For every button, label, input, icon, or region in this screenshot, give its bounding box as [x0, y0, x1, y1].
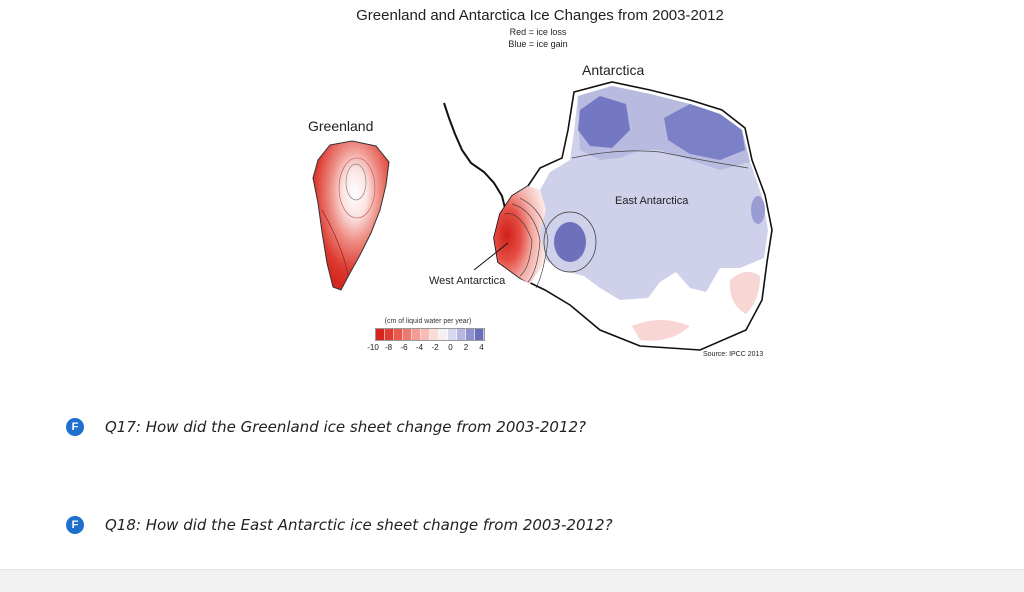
legend-swatch: [412, 329, 421, 340]
legend-unit: (cm of liquid water per year): [384, 318, 472, 325]
legend-color-bar: [375, 328, 485, 341]
antarctic-peninsula: [443, 102, 507, 213]
legend-note-blue: Blue = ice gain: [508, 39, 568, 49]
question-18: F Q18: How did the East Antarctic ice sh…: [66, 516, 613, 534]
flag-badge[interactable]: F: [66, 516, 84, 534]
legend-swatch: [421, 329, 430, 340]
legend-swatch: [376, 329, 385, 340]
legend-swatch: [403, 329, 412, 340]
legend-ticks: -10 -8 -6 -4 -2 0 2 4: [365, 343, 495, 355]
legend-tick-label: 4: [479, 343, 484, 352]
question-17: F Q17: How did the Greenland ice sheet c…: [66, 418, 586, 436]
legend-tick-label: -6: [400, 343, 408, 352]
east-antarctica-label: East Antarctica: [615, 195, 689, 207]
antarctica-map: [473, 81, 773, 351]
west-antarctica-label: West Antarctica: [429, 275, 506, 287]
ice-change-figure: Greenland and Antarctica Ice Changes fro…: [308, 7, 773, 358]
antarctica-label: Antarctica: [582, 62, 645, 78]
question-17-text: Q17: How did the Greenland ice sheet cha…: [105, 418, 587, 436]
legend-swatch: [457, 329, 466, 340]
legend-swatch: [448, 329, 457, 340]
legend-swatch: [439, 329, 448, 340]
legend-tick-label: -4: [415, 343, 424, 352]
legend-note-red: Red = ice loss: [509, 27, 567, 37]
legend-tick-label: -8: [384, 343, 393, 352]
legend-swatch: [475, 329, 484, 340]
bottom-bar: [0, 569, 1024, 592]
legend-swatch: [394, 329, 403, 340]
legend-tick-label: 2: [463, 343, 469, 352]
map-graphic: [312, 81, 773, 351]
legend-tick-label: 0: [448, 343, 453, 352]
source-credit: Source: IPCC 2013: [703, 351, 764, 358]
question-18-text: Q18: How did the East Antarctic ice shee…: [105, 516, 613, 534]
legend-tick-label: -2: [431, 343, 439, 352]
flag-badge[interactable]: F: [66, 418, 84, 436]
greenland-map: [312, 140, 390, 291]
figure-title: Greenland and Antarctica Ice Changes fro…: [356, 7, 724, 24]
legend-swatch: [466, 329, 475, 340]
greenland-label: Greenland: [308, 118, 374, 134]
color-legend: (cm of liquid water per year) -10 -8 -6 -4-…: [365, 318, 495, 355]
legend-swatch: [430, 329, 439, 340]
legend-swatch: [385, 329, 394, 340]
legend-tick-label: -10: [367, 343, 379, 352]
